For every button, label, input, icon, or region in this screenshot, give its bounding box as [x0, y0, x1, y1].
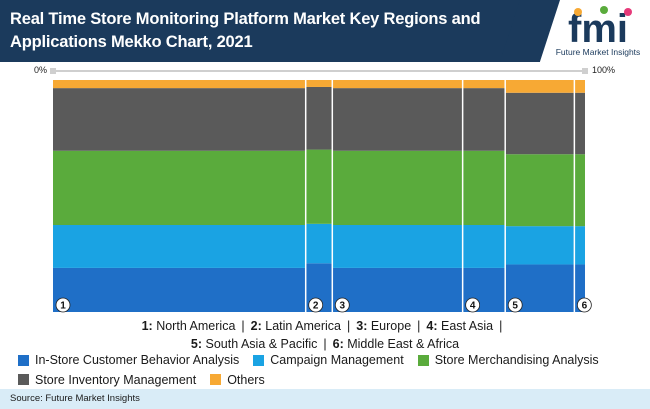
mekko-cell: [462, 150, 506, 225]
header-band: [0, 0, 540, 62]
mekko-cell: [574, 80, 585, 93]
mekko-cell: [332, 267, 463, 312]
mekko-cell: [505, 80, 575, 93]
mekko-cell: [462, 225, 506, 268]
column-marker-label: 6: [582, 301, 588, 312]
mekko-cell: [505, 226, 575, 265]
column-marker-badge: [507, 297, 523, 313]
mekko-cell: [462, 88, 506, 151]
mekko-cell: [53, 267, 306, 312]
region-legend-item: 2: Latin America: [250, 319, 341, 333]
axis-scale-end: [582, 68, 588, 74]
column-marker-label: 3: [340, 301, 346, 312]
region-legend: 1: North America | 2: Latin America | 3: Eur…: [0, 317, 650, 353]
series-legend-item: Others: [210, 371, 265, 389]
header: Real Time Store Monitoring Platform Mark…: [0, 0, 650, 62]
series-legend-item: In-Store Customer Behavior Analysis: [18, 351, 239, 369]
mekko-cell: [332, 80, 463, 89]
mekko-cell: [305, 149, 333, 224]
mekko-cell: [305, 223, 333, 264]
region-legend-item: 5: South Asia & Pacific: [190, 337, 318, 351]
series-legend-label: In-Store Customer Behavior Analysis: [35, 353, 240, 367]
series-legend-swatch: [253, 354, 265, 366]
series-legend-swatch: [18, 374, 29, 385]
mekko-cell: [53, 88, 306, 151]
series-legend-label: Campaign Management: [270, 353, 404, 367]
mekko-chart: 1 2 3 4 5 6: [50, 68, 592, 318]
series-legend-label: Store Merchandising Analysis: [434, 353, 599, 367]
series-legend-label: Others: [227, 372, 265, 387]
region-legend-item: 4: East Asia: [426, 319, 494, 333]
footer: Source: Future Market Insights: [0, 389, 650, 409]
region-legend-line: 1: North America | 2: Latin America | 3: Eur…: [141, 319, 503, 333]
mekko-cell: [305, 86, 333, 150]
mekko-cell: [574, 226, 585, 265]
series-legend-swatch: [417, 354, 429, 366]
axis-scale-start: [50, 68, 56, 74]
column-marker-badge: [576, 297, 592, 313]
column-marker-badge: [465, 297, 481, 313]
column-marker-badge: [308, 297, 324, 313]
region-legend-item: 3: Europe: [356, 319, 412, 333]
mekko-cell: [305, 80, 333, 87]
chart-title: Real Time Store Monitoring Platform Mark…: [10, 10, 481, 51]
column-marker-badge: [55, 297, 71, 313]
column-marker-label: 1: [60, 301, 66, 312]
series-legend-item: Store Merchandising Analysis: [417, 351, 599, 369]
mekko-cell: [332, 88, 463, 151]
region-legend-item: 6: Middle East & Africa: [332, 337, 460, 351]
column-marker-label: 5: [512, 301, 518, 312]
mekko-cell: [505, 154, 575, 227]
source-note: Source: Future Market Insights: [10, 393, 140, 404]
mekko-cell: [574, 92, 585, 155]
series-legend-swatch: [210, 374, 222, 385]
column-marker-badge: [334, 297, 350, 313]
series-legend-label: Store Inventory Management: [35, 372, 197, 387]
series-legend: In-Store Customer Behavior Analysis Campa…: [18, 351, 648, 390]
axis-right-label: 100%: [592, 65, 616, 75]
region-legend-line: 5: South Asia & Pacific | 6: Middle East &…: [190, 337, 460, 351]
fmi-logo-caption: Future Market Insights: [555, 47, 641, 57]
series-legend-item: Campaign Management: [253, 351, 404, 369]
fmi-logo-mark: fmi: [568, 6, 632, 51]
mekko-cell: [53, 150, 306, 225]
mekko-cell: [505, 92, 575, 155]
fmi-logo: fmi Future Market Insights: [548, 4, 648, 60]
series-legend-item: Store Inventory Management: [18, 371, 196, 389]
mekko-cell: [462, 80, 506, 89]
mekko-cell: [574, 154, 585, 227]
column-marker-label: 4: [470, 301, 476, 312]
mekko-cell: [332, 150, 463, 225]
mekko-cell: [574, 264, 585, 312]
series-legend-swatch: [18, 354, 29, 366]
axis-left-label: 0%: [34, 65, 48, 75]
mekko-cell: [53, 80, 306, 89]
column-marker-label: 2: [313, 301, 319, 312]
region-legend-item: 1: North America: [141, 319, 236, 333]
mekko-cell: [53, 225, 306, 268]
mekko-cell: [332, 225, 463, 268]
